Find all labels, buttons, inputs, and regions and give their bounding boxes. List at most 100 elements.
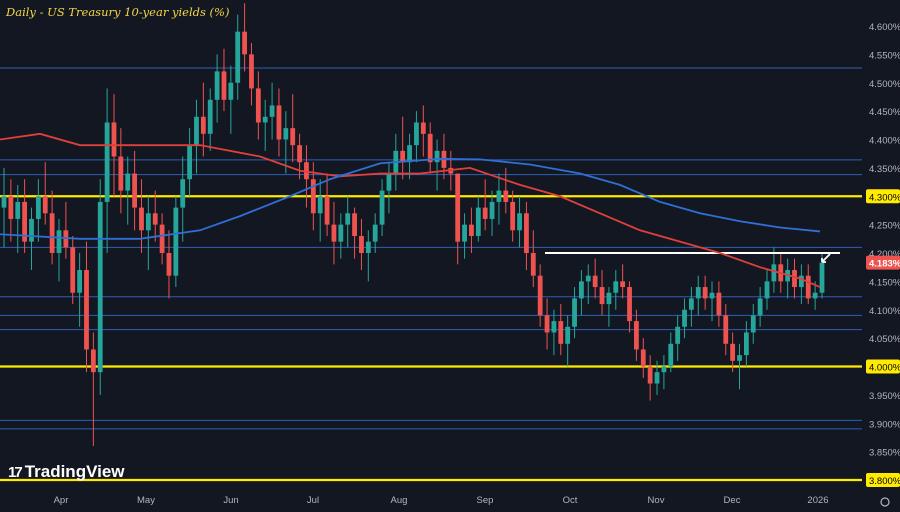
candle-body <box>517 213 522 231</box>
candle-body <box>331 224 337 242</box>
brand-name: TradingView <box>24 462 125 481</box>
candle-body <box>139 207 144 231</box>
candle-body <box>695 287 701 299</box>
candle-body <box>496 190 502 202</box>
yellow-price-tag <box>866 189 900 204</box>
candle-body <box>792 270 797 288</box>
candle-body <box>400 150 406 163</box>
candle-body <box>207 99 213 134</box>
candle-body <box>187 145 192 180</box>
yellow-price-tag <box>866 473 900 487</box>
candle-body <box>592 275 598 288</box>
candle-body <box>420 122 426 134</box>
candle-body <box>757 298 763 316</box>
candle-body <box>77 270 83 293</box>
candle-body <box>737 355 742 361</box>
candle-body <box>15 201 21 219</box>
candle-body <box>118 156 124 191</box>
candle-body <box>352 213 357 236</box>
candle-body <box>249 54 254 89</box>
candle-body <box>572 298 577 327</box>
candle-body <box>8 196 14 219</box>
candle-body <box>407 145 412 163</box>
current-price-tag <box>866 255 900 270</box>
candle-body <box>627 287 632 322</box>
time-tick-label: Dec <box>724 495 741 506</box>
arrow-icon <box>821 253 831 263</box>
candle-body <box>90 349 96 373</box>
candle-body <box>585 275 591 282</box>
price-tick-label: 4.200% <box>869 249 900 260</box>
candle-body <box>228 82 234 100</box>
time-axis: Apr May Jun Jul Aug Sep Oct Nov Dec 2026 <box>54 495 890 507</box>
time-tick-label: Sep <box>477 495 494 506</box>
candles-layer <box>1 3 840 446</box>
candle-body <box>510 201 516 231</box>
time-tick-label: Jul <box>307 495 319 506</box>
candle-body <box>262 116 268 123</box>
candle-body <box>798 275 804 288</box>
candle-body <box>558 321 564 344</box>
price-tick-label: 3.800% <box>869 476 900 487</box>
candle-body <box>661 366 667 373</box>
candle-body <box>805 275 811 299</box>
price-tick-label: 4.350% <box>869 164 900 175</box>
candle-body <box>647 366 653 384</box>
candle-body <box>503 190 509 202</box>
candle-body <box>462 224 467 242</box>
candle-body <box>297 145 302 163</box>
candle-body <box>56 230 62 253</box>
candle-body <box>49 213 55 253</box>
candle-body <box>283 128 289 140</box>
candle-body <box>475 207 481 236</box>
candle-body <box>723 315 729 344</box>
candle-body <box>104 122 110 202</box>
candle-body <box>544 315 550 333</box>
price-tick-label: 3.850% <box>869 448 900 459</box>
candle-body <box>125 173 131 191</box>
blue-moving-average <box>0 157 821 240</box>
candle-body <box>469 224 474 236</box>
price-tick-label: 4.600% <box>869 22 900 33</box>
candle-body <box>70 247 76 293</box>
price-tick-label: 4.500% <box>869 79 900 90</box>
candle-body <box>42 196 48 214</box>
settings-gear-icon <box>880 497 890 507</box>
price-tick-label: 4.000% <box>869 363 900 374</box>
candle-body <box>132 173 138 208</box>
time-tick-label: Aug <box>391 495 408 506</box>
candle-body <box>372 224 378 242</box>
tradingview-logo: 17 TradingView <box>8 462 125 482</box>
candle-body <box>620 281 626 288</box>
candle-body <box>180 179 186 208</box>
candle-body <box>269 105 275 117</box>
candle-body <box>159 224 165 253</box>
candle-body <box>743 332 749 356</box>
price-tick-label: 4.250% <box>869 221 900 232</box>
time-tick-label: May <box>137 495 155 506</box>
candle-body <box>682 309 687 327</box>
candle-body <box>764 281 770 299</box>
candle-body <box>1 196 7 208</box>
candle-body <box>812 292 818 299</box>
candle-body <box>276 105 282 140</box>
candle-body <box>654 372 660 384</box>
red-moving-average <box>0 132 821 288</box>
price-tick-label: 3.950% <box>869 391 900 402</box>
candle-body <box>434 150 440 163</box>
candle-body <box>152 213 158 225</box>
tv-logo-icon: 17 <box>8 463 23 481</box>
candle-body <box>579 281 584 299</box>
time-tick-label: Nov <box>648 495 665 506</box>
price-tick-label: 4.400% <box>869 136 900 147</box>
candle-body <box>145 213 151 231</box>
candle-body <box>455 173 461 242</box>
candle-body <box>482 207 488 219</box>
price-tick-label: 4.100% <box>869 306 900 317</box>
candle-body <box>750 315 756 333</box>
candle-body <box>530 253 536 276</box>
candle-body <box>345 213 351 225</box>
candle-body <box>613 281 619 293</box>
candle-body <box>599 287 605 305</box>
